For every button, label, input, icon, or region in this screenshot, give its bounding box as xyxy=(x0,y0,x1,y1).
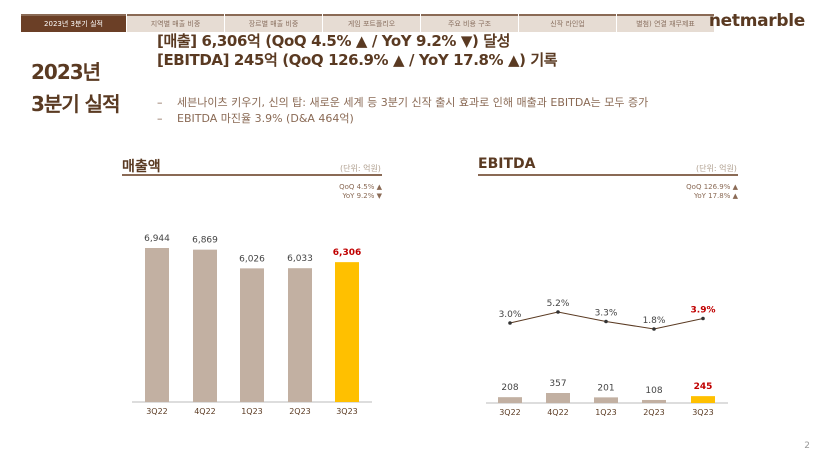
nav-tabs: 2023년 3분기 실적 지역별 매출 비중 장르별 매출 비중 게임 포트폴리… xyxy=(21,14,715,32)
tab-genre-sales[interactable]: 장르별 매출 비중 xyxy=(225,14,322,32)
x-tick: 4Q22 xyxy=(194,407,216,416)
revenue-bar xyxy=(193,249,217,402)
ebitda-label: 201 xyxy=(597,383,614,393)
ebitda-bar xyxy=(546,393,570,403)
tab-region-sales[interactable]: 지역별 매출 비중 xyxy=(127,14,224,32)
x-tick: 1Q23 xyxy=(241,407,263,416)
margin-point xyxy=(652,327,656,331)
tab-financial-statements[interactable]: 별첨) 연결 재무제표 xyxy=(617,14,714,32)
x-tick: 1Q23 xyxy=(595,408,617,417)
page-title: 2023년 3분기 실적 xyxy=(31,56,120,120)
margin-label: 3.3% xyxy=(595,309,618,319)
yoy: YoY 17.8% ▲ xyxy=(694,192,738,200)
ebitda-label: 108 xyxy=(645,386,662,396)
ebitda-label: 245 xyxy=(694,382,713,392)
bullet: – EBITDA 마진율 3.9% (D&A 464억) xyxy=(157,112,354,125)
x-tick: 2Q23 xyxy=(289,407,311,416)
bullet-text: 세븐나이츠 키우기, 신의 탑: 새로운 세계 등 3분기 신작 출시 효과로 … xyxy=(177,96,649,109)
margin-point xyxy=(508,321,512,325)
title-line: 2023년 xyxy=(31,60,101,84)
divider xyxy=(478,174,738,176)
ebitda-delta: QoQ 126.9% ▲ YoY 17.8% ▲ xyxy=(686,183,738,201)
ebitda-label: 208 xyxy=(501,383,518,393)
bullet-text: EBITDA 마진율 3.9% (D&A 464억) xyxy=(177,112,354,125)
headline-revenue: [매출] 6,306억 (QoQ 4.5% ▲ / YoY 9.2% ▼) 달성 xyxy=(157,32,511,50)
revenue-bar xyxy=(240,268,264,402)
revenue-delta: QoQ 4.5% ▲ YoY 9.2% ▼ xyxy=(339,183,382,201)
qoq: QoQ 126.9% ▲ xyxy=(686,183,738,191)
tab-cost-structure[interactable]: 주요 비용 구조 xyxy=(421,14,518,32)
tab-q3-results[interactable]: 2023년 3분기 실적 xyxy=(21,14,126,32)
revenue-label: 6,944 xyxy=(144,234,170,244)
page-number: 2 xyxy=(804,441,810,451)
margin-label: 3.0% xyxy=(499,310,522,320)
tab-new-lineup[interactable]: 신작 라인업 xyxy=(519,14,616,32)
headline-ebitda: [EBITDA] 245억 (QoQ 126.9% ▲ / YoY 17.8% … xyxy=(157,51,558,69)
qoq: QoQ 4.5% ▲ xyxy=(339,183,382,191)
yoy: YoY 9.2% ▼ xyxy=(342,192,382,200)
headlines: [매출] 6,306억 (QoQ 4.5% ▲ / YoY 9.2% ▼) 달성… xyxy=(157,32,558,70)
x-tick: 4Q22 xyxy=(547,408,569,417)
revenue-chart-title: 매출액 xyxy=(122,159,161,175)
ebitda-bar xyxy=(594,397,618,403)
tab-game-portfolio[interactable]: 게임 포트폴리오 xyxy=(323,14,420,32)
title-line: 3분기 실적 xyxy=(31,92,120,116)
netmarble-logo: netmarble xyxy=(708,11,805,31)
x-tick: 3Q22 xyxy=(499,408,521,417)
ebitda-bar xyxy=(642,399,666,403)
revenue-label: 6,869 xyxy=(192,236,218,246)
revenue-bar xyxy=(335,262,359,402)
revenue-label: 6,026 xyxy=(239,254,265,264)
x-tick: 3Q23 xyxy=(692,408,714,417)
ebitda-bar xyxy=(691,396,715,403)
margin-label: 3.9% xyxy=(691,306,716,316)
margin-point xyxy=(604,319,608,324)
margin-label: 5.2% xyxy=(547,299,570,309)
bullet: – 세븐나이츠 키우기, 신의 탑: 새로운 세계 등 3분기 신작 출시 효과로… xyxy=(157,96,649,109)
revenue-label: 6,306 xyxy=(333,248,361,258)
x-tick: 3Q23 xyxy=(336,407,358,416)
ebitda-chart-title: EBITDA xyxy=(478,156,536,172)
revenue-label: 6,033 xyxy=(287,254,313,264)
ebitda-bar xyxy=(498,397,522,403)
x-tick: 3Q22 xyxy=(146,407,168,416)
revenue-bar xyxy=(288,268,312,402)
revenue-unit: (단위: 억원) xyxy=(340,164,381,173)
x-tick: 2Q23 xyxy=(643,408,665,417)
ebitda-label: 357 xyxy=(549,379,566,389)
revenue-bar xyxy=(145,248,169,402)
divider xyxy=(122,174,382,176)
margin-point xyxy=(701,316,705,321)
ebitda-unit: (단위: 억원) xyxy=(696,164,737,173)
margin-point xyxy=(556,310,560,314)
margin-label: 1.8% xyxy=(643,316,666,326)
